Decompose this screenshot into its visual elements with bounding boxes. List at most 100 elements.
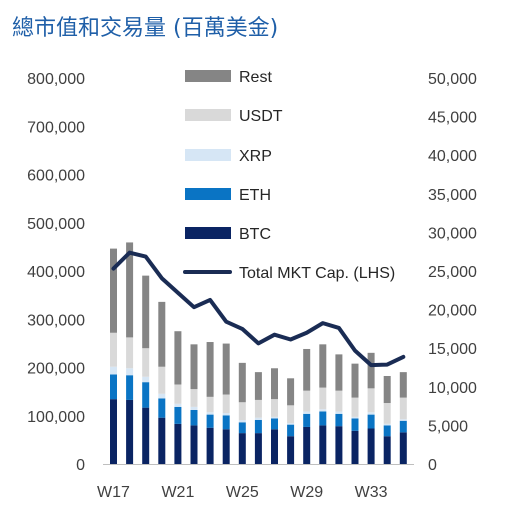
bar-btc-w23 (206, 427, 214, 464)
bar-btc-w19 (142, 407, 150, 464)
bar-xrp-w17 (110, 366, 117, 375)
bar-rest-w17 (110, 248, 117, 333)
bar-xrp-w33 (367, 412, 375, 415)
bar-xrp-w21 (174, 403, 182, 407)
y-right-tick-label: 15,000 (428, 341, 477, 358)
bar-rest-w21 (174, 331, 182, 385)
bar-eth-w26 (254, 419, 262, 434)
bar-eth-w20 (158, 398, 166, 418)
chart-title: 總市值和交易量 (百萬美金) (12, 16, 279, 41)
y-right-tick-label: 50,000 (428, 71, 477, 88)
bar-xrp-w23 (206, 412, 214, 415)
bar-eth-w32 (351, 418, 359, 431)
bar-xrp-w32 (351, 416, 359, 419)
bar-eth-w28 (287, 424, 295, 437)
bar-rest-w30 (319, 344, 327, 388)
bar-rest-w28 (287, 378, 295, 406)
legend-label: USDT (239, 108, 283, 125)
bar-rest-w22 (190, 344, 198, 390)
bar-eth-w25 (238, 422, 246, 434)
bar-xrp-w29 (303, 411, 311, 414)
y-left-tick-label: 600,000 (27, 168, 85, 185)
bar-rest-w24 (222, 343, 230, 395)
x-tick-label: W25 (226, 484, 259, 501)
y-right-tick-label: 35,000 (428, 187, 477, 204)
bar-eth-w30 (319, 411, 327, 426)
bar-usdt-w19 (142, 348, 150, 377)
bar-btc-w28 (287, 436, 295, 464)
bar-btc-w21 (174, 423, 182, 464)
bar-eth-w31 (335, 413, 343, 427)
bar-btc-w26 (254, 433, 262, 464)
bar-eth-w18 (126, 375, 134, 400)
bar-btc-w24 (222, 429, 230, 464)
bar-eth-w19 (142, 382, 150, 408)
legend-swatch-rest (185, 70, 231, 82)
y-right-tick-label: 10,000 (428, 380, 477, 397)
bar-xrp-w24 (222, 413, 230, 416)
legend-label: BTC (239, 226, 271, 243)
legend-label: XRP (239, 148, 272, 165)
bar-usdt-w33 (367, 388, 375, 413)
y-left-tick-label: 800,000 (27, 71, 85, 88)
bar-btc-w33 (367, 428, 375, 464)
bar-xrp-w28 (287, 423, 295, 425)
y-right-tick-label: 20,000 (428, 303, 477, 320)
bar-usdt-w20 (158, 366, 166, 394)
bar-rest-w29 (303, 348, 311, 391)
bar-eth-w24 (222, 415, 230, 430)
y-left-tick-label: 700,000 (27, 119, 85, 136)
bar-usdt-w17 (110, 332, 117, 367)
y-right-tick-label: 25,000 (428, 264, 477, 281)
legend-swatch-btc (185, 227, 231, 239)
bar-btc-w31 (335, 426, 343, 464)
bar-xrp-w19 (142, 376, 150, 383)
bar-usdt-w34 (383, 403, 391, 424)
bar-usdt-w24 (222, 394, 230, 414)
bar-eth-w21 (174, 406, 182, 424)
bar-btc-w29 (303, 426, 311, 464)
bar-btc-w18 (126, 399, 134, 464)
bar-btc-w35 (399, 432, 407, 464)
bar-rest-w32 (351, 363, 359, 398)
bar-rest-w34 (383, 375, 391, 404)
bar-usdt-w23 (206, 396, 214, 413)
bar-rest-w23 (206, 342, 214, 397)
bar-usdt-w18 (126, 337, 134, 369)
y-left-tick-label: 500,000 (27, 216, 85, 233)
bar-eth-w34 (383, 425, 391, 437)
y-left-tick-label: 200,000 (27, 361, 85, 378)
bar-xrp-w31 (335, 411, 343, 414)
bar-eth-w27 (271, 418, 278, 430)
bar-usdt-w25 (238, 402, 246, 420)
bar-xrp-w26 (254, 417, 262, 420)
bar-rest-w18 (126, 242, 134, 338)
bar-btc-w34 (383, 436, 391, 464)
y-right-tick-label: 0 (428, 457, 437, 474)
bar-eth-w33 (367, 414, 375, 429)
bar-xrp-w22 (190, 406, 198, 410)
bar-btc-w30 (319, 425, 327, 464)
bar-xrp-w25 (238, 419, 246, 423)
bar-btc-w20 (158, 417, 166, 464)
x-tick-label: W33 (355, 484, 388, 501)
bar-usdt-w31 (335, 390, 343, 412)
bar-usdt-w35 (399, 397, 407, 420)
legend-swatch-xrp (185, 149, 231, 161)
x-tick-label: W21 (161, 484, 194, 501)
legend-label: Total MKT Cap. (LHS) (239, 265, 395, 282)
legend-swatch-usdt (185, 109, 231, 121)
y-right-tick-label: 5,000 (428, 418, 468, 435)
bar-btc-w25 (238, 433, 246, 464)
bar-btc-w17 (110, 399, 117, 464)
bar-xrp-w34 (383, 423, 391, 426)
bar-rest-w35 (399, 372, 407, 398)
bar-rest-w26 (254, 372, 262, 400)
bar-rest-w25 (238, 362, 246, 403)
bar-eth-w23 (206, 414, 214, 428)
x-tick-label: W17 (97, 484, 130, 501)
bar-btc-w27 (271, 429, 278, 464)
bar-btc-w22 (190, 425, 198, 464)
bar-eth-w35 (399, 420, 407, 433)
